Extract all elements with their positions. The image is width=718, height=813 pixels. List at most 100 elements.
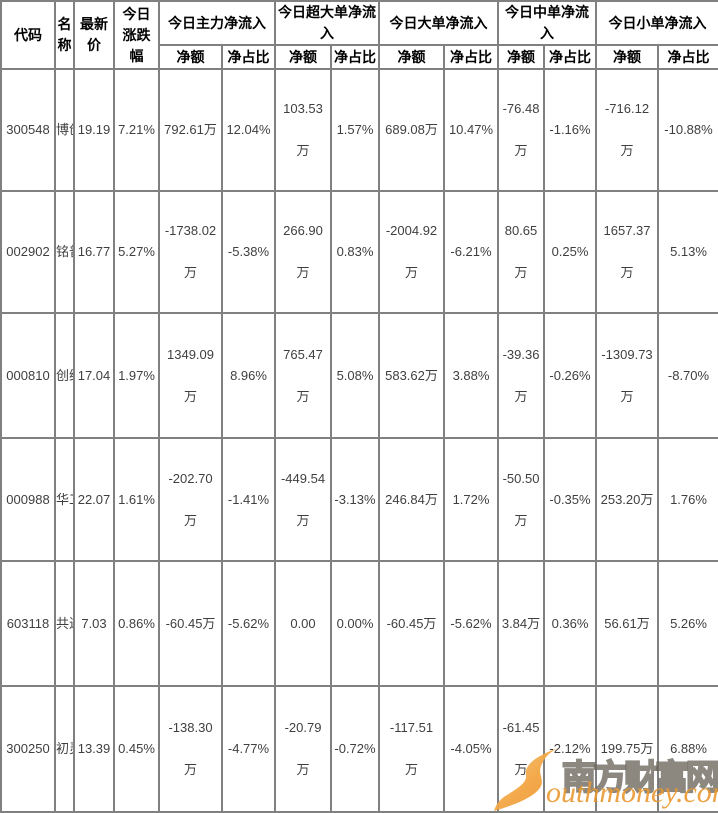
cell-stock-name: 共进股份 xyxy=(54,560,75,687)
cell-sm-ratio: 5.26% xyxy=(657,560,718,687)
col-header-sm-amount: 净额 xyxy=(595,44,659,70)
cell-main-ratio: 8.96% xyxy=(221,312,276,439)
cell-stock-code: 300548 xyxy=(0,68,56,192)
cell-xl-ratio: -3.13% xyxy=(330,437,380,562)
col-header-main-ratio: 净占比 xyxy=(221,44,276,70)
cell-xl-amount: -449.54 万 xyxy=(274,437,332,562)
col-group-medium-net-inflow: 今日中单净流 入 xyxy=(497,0,597,46)
cell-change-percent: 1.97% xyxy=(113,312,160,439)
cell-sm-amount: 199.75万 xyxy=(595,685,659,813)
col-header-lg-amount: 净额 xyxy=(378,44,445,70)
cell-lg-amount: -117.51 万 xyxy=(378,685,445,813)
col-header-md-amount: 净额 xyxy=(497,44,545,70)
cell-sm-ratio: 6.88% xyxy=(657,685,718,813)
cell-main-ratio: -4.77% xyxy=(221,685,276,813)
cell-lg-ratio: -4.05% xyxy=(443,685,499,813)
cell-stock-code: 002902 xyxy=(0,190,56,314)
cell-latest-price: 7.03 xyxy=(73,560,115,687)
cell-latest-price: 16.77 xyxy=(73,190,115,314)
cell-md-ratio: -2.12% xyxy=(543,685,597,813)
cell-main-amount: -138.30 万 xyxy=(158,685,223,813)
cell-xl-amount: 0.00 xyxy=(274,560,332,687)
col-header-xl-ratio: 净占比 xyxy=(330,44,380,70)
cell-change-percent: 5.27% xyxy=(113,190,160,314)
cell-lg-amount: 583.62万 xyxy=(378,312,445,439)
cell-main-amount: -60.45万 xyxy=(158,560,223,687)
cell-main-amount: -1738.02 万 xyxy=(158,190,223,314)
col-group-main-net-inflow: 今日主力净流入 xyxy=(158,0,276,46)
cell-stock-name: 铭普光磁 xyxy=(54,190,75,314)
cell-xl-amount: -20.79 万 xyxy=(274,685,332,813)
cell-md-ratio: 0.36% xyxy=(543,560,597,687)
cell-md-ratio: -1.16% xyxy=(543,68,597,192)
cell-sm-ratio: 1.76% xyxy=(657,437,718,562)
cell-md-amount: -61.45 万 xyxy=(497,685,545,813)
cell-stock-code: 000988 xyxy=(0,437,56,562)
cell-md-ratio: -0.35% xyxy=(543,437,597,562)
cell-sm-ratio: 5.13% xyxy=(657,190,718,314)
cell-xl-amount: 266.90 万 xyxy=(274,190,332,314)
stock-row: 002902 铭普光磁 16.77 5.27% -1738.02 万 -5.38… xyxy=(0,190,718,314)
header-sub-row: 净额 净占比 净额 净占比 净额 净占比 净额 净占比 净额 净占比 xyxy=(1,44,718,70)
cell-lg-amount: -2004.92 万 xyxy=(378,190,445,314)
cell-sm-amount: 1657.37 万 xyxy=(595,190,659,314)
cell-lg-ratio: 1.72% xyxy=(443,437,499,562)
cell-lg-ratio: -6.21% xyxy=(443,190,499,314)
col-header-change: 今日 涨跌 幅 xyxy=(113,0,160,70)
col-header-xl-amount: 净额 xyxy=(274,44,332,70)
col-header-lg-ratio: 净占比 xyxy=(443,44,499,70)
col-group-xlarge-net-inflow: 今日超大单净流 入 xyxy=(274,0,380,46)
cell-lg-ratio: 3.88% xyxy=(443,312,499,439)
cell-main-amount: 1349.09 万 xyxy=(158,312,223,439)
cell-sm-amount: 253.20万 xyxy=(595,437,659,562)
header-group-row: 代码 名 称 最新 价 今日 涨跌 幅 今日主力净流入 今日超大单净流 入 今日… xyxy=(0,0,718,70)
cell-stock-code: 300250 xyxy=(0,685,56,813)
cell-change-percent: 0.45% xyxy=(113,685,160,813)
cell-md-ratio: -0.26% xyxy=(543,312,597,439)
cell-latest-price: 19.19 xyxy=(73,68,115,192)
cell-stock-name: 初灵信息 xyxy=(54,685,75,813)
col-header-name: 名 称 xyxy=(54,0,75,70)
stock-row: 300250 初灵信息 13.39 0.45% -138.30 万 -4.77%… xyxy=(0,685,718,813)
cell-stock-code: 000810 xyxy=(0,312,56,439)
cell-stock-name: 博创科技 xyxy=(54,68,75,192)
col-header-md-ratio: 净占比 xyxy=(543,44,597,70)
cell-sm-amount: -716.12 万 xyxy=(595,68,659,192)
cell-stock-code: 603118 xyxy=(0,560,56,687)
cell-md-ratio: 0.25% xyxy=(543,190,597,314)
cell-md-amount: 3.84万 xyxy=(497,560,545,687)
cell-lg-amount: 689.08万 xyxy=(378,68,445,192)
cell-md-amount: -76.48 万 xyxy=(497,68,545,192)
cell-change-percent: 0.86% xyxy=(113,560,160,687)
cell-change-percent: 1.61% xyxy=(113,437,160,562)
cell-xl-ratio: 0.83% xyxy=(330,190,380,314)
stock-row: 000810 创维数字 17.04 1.97% 1349.09 万 8.96% … xyxy=(0,312,718,439)
cell-xl-ratio: 5.08% xyxy=(330,312,380,439)
cell-xl-ratio: 0.00% xyxy=(330,560,380,687)
cell-xl-ratio: 1.57% xyxy=(330,68,380,192)
cell-stock-name: 华工科技 xyxy=(54,437,75,562)
cell-latest-price: 13.39 xyxy=(73,685,115,813)
cell-latest-price: 22.07 xyxy=(73,437,115,562)
cell-main-ratio: -5.62% xyxy=(221,560,276,687)
cell-md-amount: 80.65 万 xyxy=(497,190,545,314)
cell-stock-name: 创维数字 xyxy=(54,312,75,439)
col-group-small-net-inflow: 今日小单净流入 xyxy=(595,0,718,46)
col-header-price: 最新 价 xyxy=(73,0,115,70)
cell-xl-amount: 103.53 万 xyxy=(274,68,332,192)
cell-lg-ratio: -5.62% xyxy=(443,560,499,687)
stock-row: 300548 博创科技 19.19 7.21% 792.61万 12.04% 1… xyxy=(0,68,718,192)
cell-xl-ratio: -0.72% xyxy=(330,685,380,813)
cell-main-ratio: 12.04% xyxy=(221,68,276,192)
cell-md-amount: -50.50 万 xyxy=(497,437,545,562)
cell-sm-amount: -1309.73 万 xyxy=(595,312,659,439)
cell-main-ratio: -1.41% xyxy=(221,437,276,562)
cell-main-amount: -202.70 万 xyxy=(158,437,223,562)
cell-lg-amount: -60.45万 xyxy=(378,560,445,687)
cell-xl-amount: 765.47 万 xyxy=(274,312,332,439)
cell-sm-amount: 56.61万 xyxy=(595,560,659,687)
col-header-main-amount: 净额 xyxy=(158,44,223,70)
col-header-sm-ratio: 净占比 xyxy=(657,44,718,70)
cell-change-percent: 7.21% xyxy=(113,68,160,192)
